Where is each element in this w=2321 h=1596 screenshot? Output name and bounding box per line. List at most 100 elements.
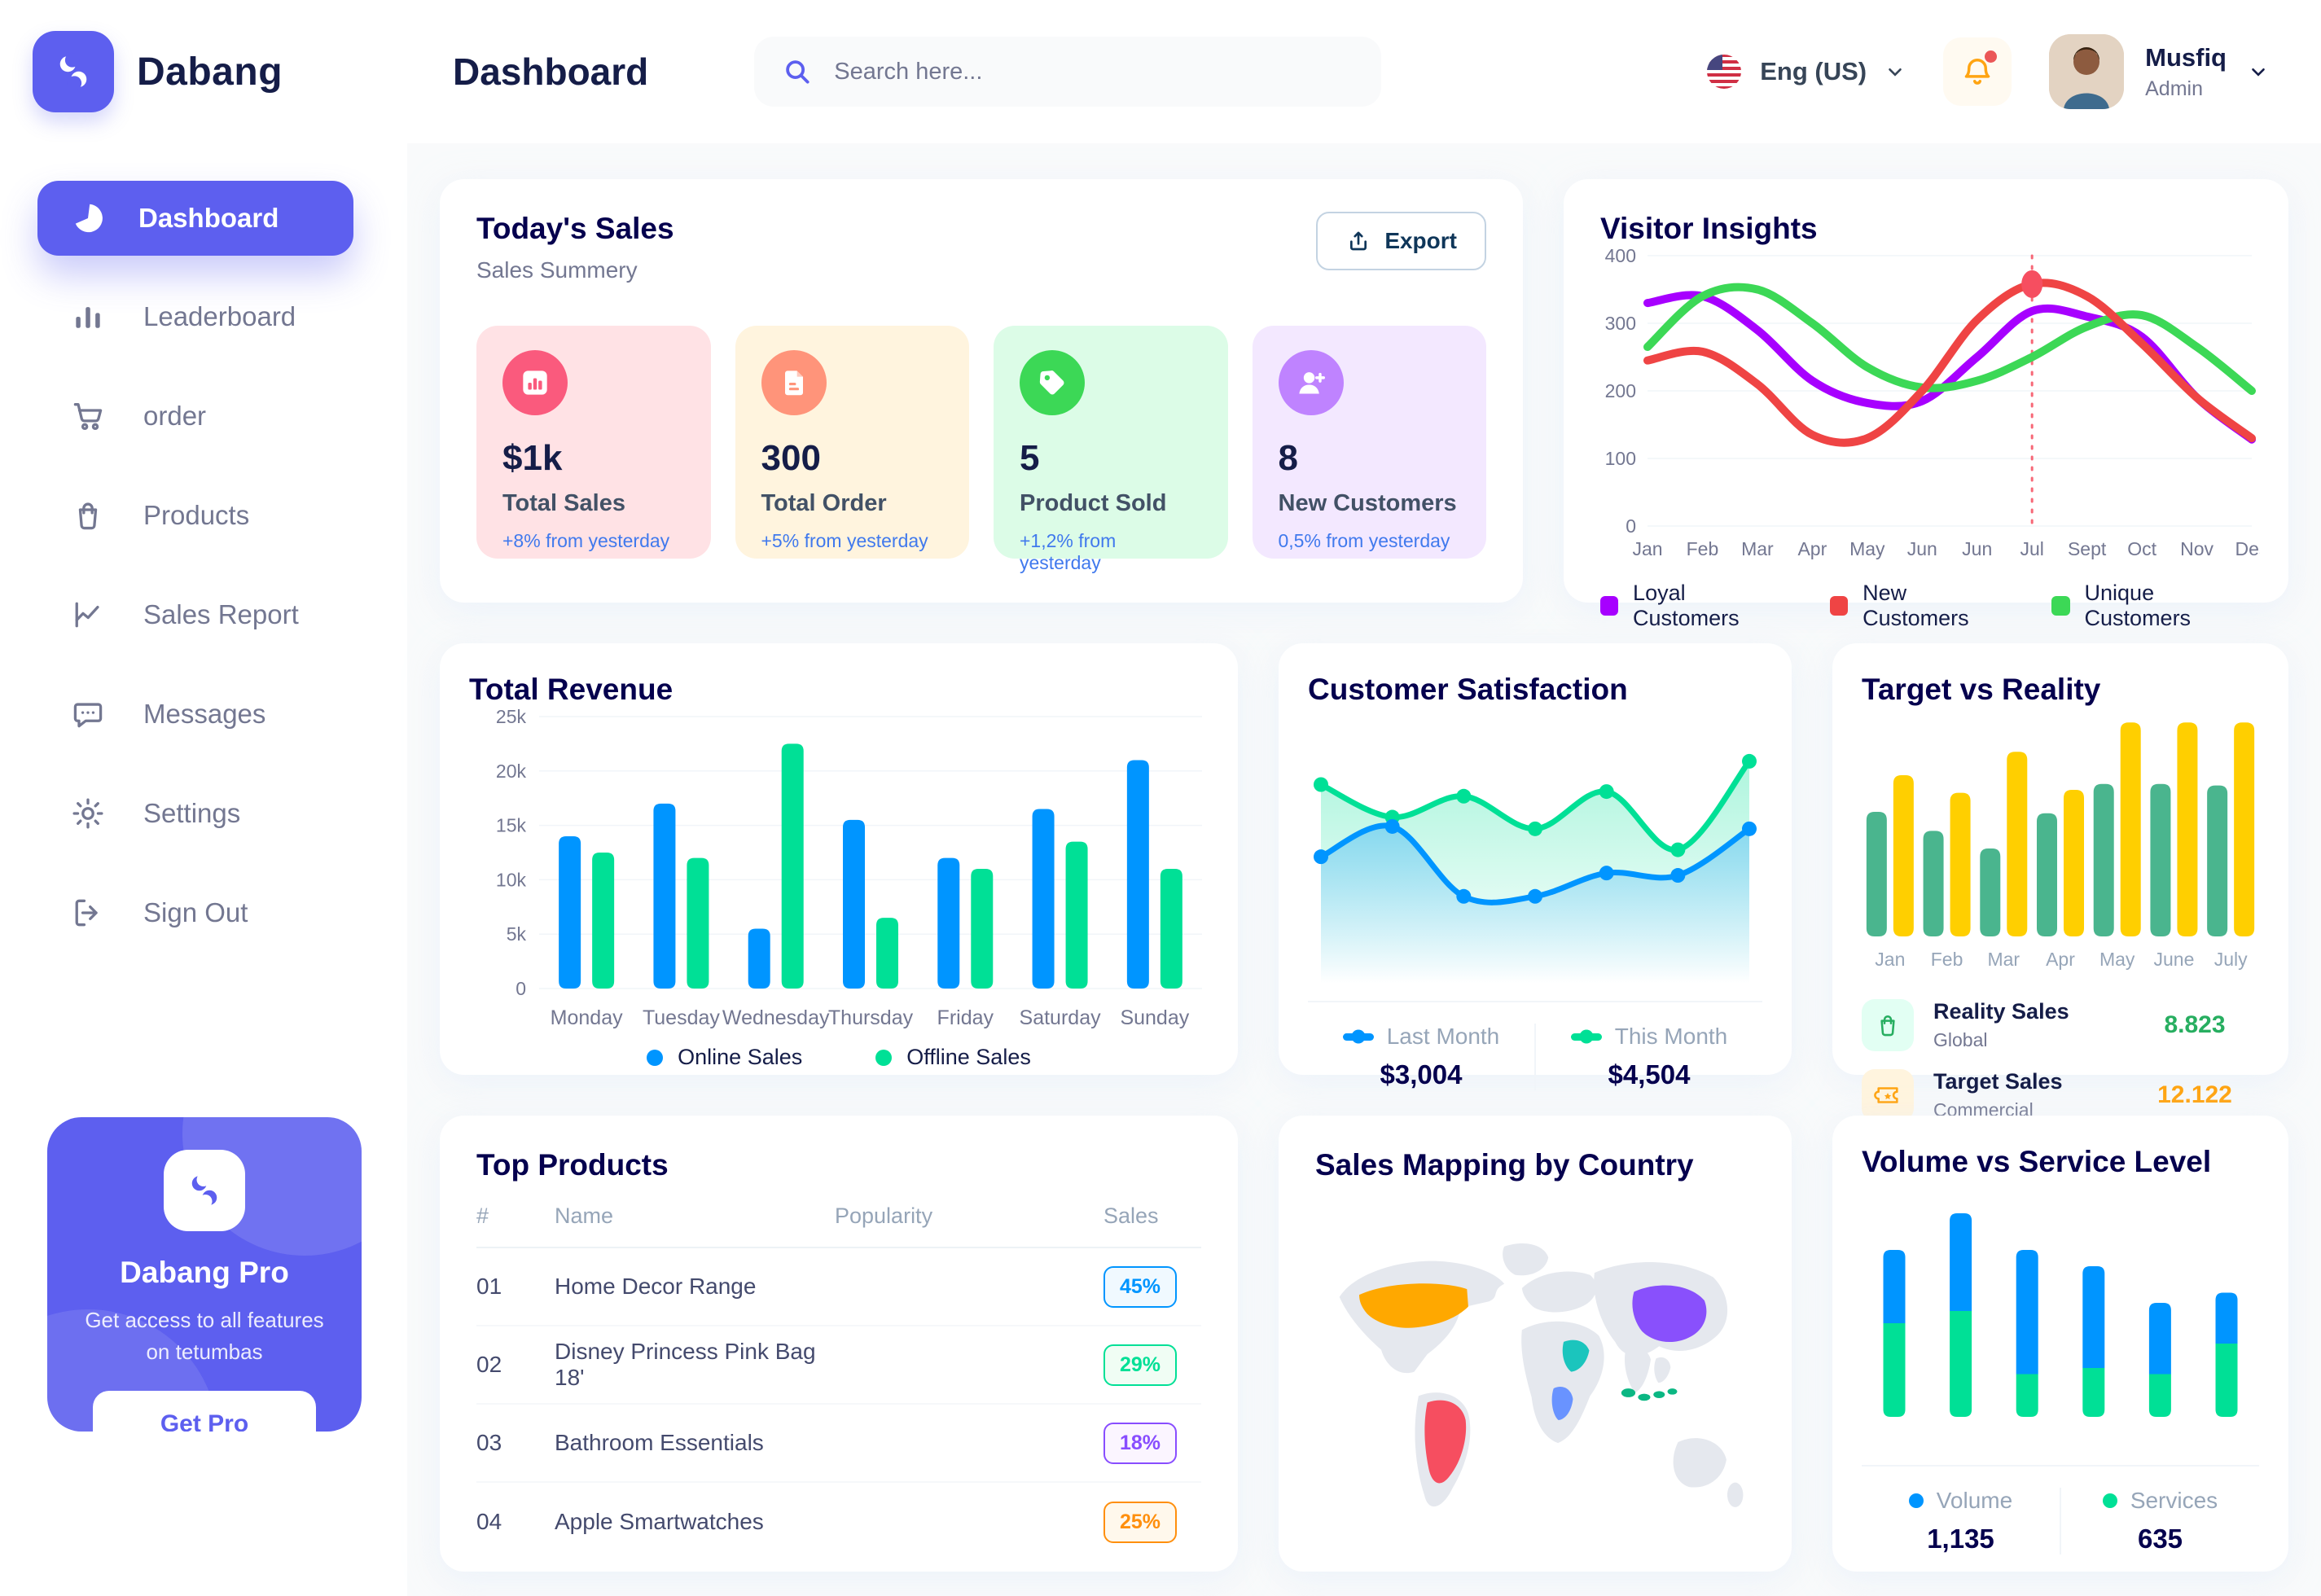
svg-text:Nov: Nov bbox=[2180, 538, 2214, 559]
svg-text:Friday: Friday bbox=[937, 1006, 994, 1029]
total-revenue-card: Total Revenue 0 5k 10k 15k 20k 25k Monday Tuesd… bbox=[440, 643, 1238, 1075]
volume-label: Volume bbox=[1936, 1488, 2013, 1513]
brand-name: Dabang bbox=[137, 50, 283, 94]
top-products-card: Top Products # Name Popularity Sales 01 H… bbox=[440, 1116, 1238, 1572]
product-number: 03 bbox=[476, 1430, 502, 1455]
sales-report-icon bbox=[75, 602, 99, 628]
customer-satisfaction-title: Customer Satisfaction bbox=[1308, 673, 1628, 706]
sidebar-item-sales-report[interactable]: Sales Report bbox=[0, 565, 407, 664]
volume-service-card: Volume vs Service Level Volume 1,135 Ser… bbox=[1832, 1116, 2288, 1572]
row-2: Total Revenue 0 5k 10k 15k 20k 25k Monday Tuesd… bbox=[440, 643, 2288, 1121]
customer-satisfaction-chart bbox=[1308, 715, 1762, 988]
svg-text:July: July bbox=[2214, 949, 2248, 970]
total-revenue-title: Total Revenue bbox=[469, 673, 673, 706]
country-usa[interactable] bbox=[1359, 1283, 1468, 1328]
product-row-03: 03 Bathroom Essentials 18% bbox=[476, 1405, 1201, 1483]
settings-gear-icon bbox=[72, 798, 103, 829]
country-indonesia[interactable] bbox=[1621, 1388, 1678, 1401]
product-row-04: 04 Apple Smartwatches 25% bbox=[476, 1483, 1201, 1561]
search-bar[interactable] bbox=[754, 37, 1382, 107]
sidebar-item-leaderboard[interactable]: Leaderboard bbox=[0, 267, 407, 366]
sidebar-item-order[interactable]: order bbox=[0, 366, 407, 466]
notification-badge bbox=[1985, 50, 1998, 63]
svg-text:Apr: Apr bbox=[2046, 949, 2075, 970]
notifications-button[interactable] bbox=[1943, 37, 2012, 106]
svg-text:Saturday: Saturday bbox=[1020, 1006, 1102, 1029]
bar-chart-icon bbox=[502, 350, 568, 415]
svg-text:5k: 5k bbox=[507, 923, 527, 945]
main-content: Today's Sales Sales Summery Export $1k To… bbox=[407, 143, 2321, 1596]
us-flag-icon bbox=[1707, 55, 1742, 89]
product-name: Home Decor Range bbox=[555, 1274, 757, 1299]
export-icon bbox=[1350, 231, 1367, 251]
page-title: Dashboard bbox=[453, 50, 649, 93]
svg-text:May: May bbox=[1849, 538, 1885, 559]
legend-swatch-icon bbox=[647, 1049, 664, 1066]
svg-text:Sunday: Sunday bbox=[1120, 1006, 1189, 1029]
svg-text:200: 200 bbox=[1605, 380, 1636, 401]
sidebar-item-label: Settings bbox=[143, 798, 241, 828]
user-plus-icon bbox=[1278, 350, 1344, 415]
legend-item-loyal-customers: Loyal Customers bbox=[1600, 581, 1784, 631]
language-selector[interactable]: Eng (US) bbox=[1706, 54, 1906, 90]
order-stat-icon bbox=[784, 370, 803, 396]
country-congo[interactable] bbox=[1551, 1387, 1573, 1420]
sidebar-item-dashboard[interactable]: Dashboard bbox=[37, 181, 353, 256]
get-pro-button[interactable]: Get Pro bbox=[93, 1391, 316, 1432]
stat-cards: $1k Total Sales +8% from yesterday 300 Total… bbox=[476, 326, 1486, 573]
target-vs-reality-title: Target vs Reality bbox=[1862, 673, 2101, 706]
country-china[interactable] bbox=[1632, 1285, 1707, 1343]
legend-swatch-icon bbox=[875, 1049, 893, 1066]
map-land bbox=[1339, 1243, 1744, 1507]
legend-item-online-sales: Online Sales bbox=[647, 1045, 802, 1070]
svg-text:Feb: Feb bbox=[1687, 538, 1719, 559]
country-saudi-arabia[interactable] bbox=[1562, 1340, 1590, 1372]
user-meta: Musfiq Admin bbox=[2145, 43, 2227, 101]
product-name: Disney Princess Pink Bag 18' bbox=[555, 1339, 816, 1390]
sidebar: Dashboard Leaderboard order Products Sales R… bbox=[0, 143, 407, 1596]
stat-value: 300 bbox=[761, 438, 821, 478]
svg-text:15k: 15k bbox=[496, 815, 527, 836]
sidebar-item-sign-out[interactable]: Sign Out bbox=[0, 863, 407, 962]
bell-icon bbox=[1964, 58, 1990, 85]
volume-service-title: Volume vs Service Level bbox=[1862, 1145, 2212, 1178]
sidebar-item-messages[interactable]: Messages bbox=[0, 664, 407, 764]
sidebar-item-settings[interactable]: Settings bbox=[0, 764, 407, 863]
col-sales: Sales bbox=[1103, 1204, 1159, 1228]
product-number: 02 bbox=[476, 1352, 502, 1377]
world-map bbox=[1339, 1243, 1744, 1507]
stat-value: $1k bbox=[502, 438, 563, 478]
svg-text:Mar: Mar bbox=[1987, 949, 2020, 970]
country-brazil[interactable] bbox=[1424, 1400, 1467, 1484]
product-stat-icon bbox=[1039, 370, 1064, 395]
user-name: Musfiq bbox=[2145, 42, 2227, 72]
sidebar-item-label: Messages bbox=[143, 699, 266, 729]
sidebar-item-label: Sales Report bbox=[143, 599, 299, 629]
search-input[interactable] bbox=[832, 57, 1354, 86]
visitor-insights-title: Visitor Insights bbox=[1600, 212, 1818, 245]
todays-sales-subtitle: Sales Summery bbox=[476, 257, 638, 283]
product-name: Bathroom Essentials bbox=[555, 1430, 764, 1455]
stat-value: 5 bbox=[1020, 438, 1040, 478]
product-number: 01 bbox=[476, 1274, 502, 1299]
language-label: Eng (US) bbox=[1760, 57, 1867, 86]
products-bag-icon bbox=[78, 502, 98, 530]
bag-icon bbox=[1880, 1015, 1895, 1037]
volume-service-legend: Volume 1,135 Services 635 bbox=[1862, 1465, 2259, 1554]
sign-out-icon bbox=[75, 899, 98, 927]
user-menu[interactable]: Musfiq Admin bbox=[2049, 34, 2269, 109]
export-button[interactable]: Export bbox=[1316, 212, 1486, 270]
target-sales-icon bbox=[1862, 1069, 1914, 1121]
target-sales-legend-row: Target Sales Commercial 12.122 bbox=[1862, 1069, 2259, 1121]
this-month-label: This Month bbox=[1614, 1024, 1728, 1049]
stat-delta: +5% from yesterday bbox=[761, 530, 928, 551]
legend-swatch-icon bbox=[1830, 596, 1849, 616]
brand-logo[interactable]: Dabang bbox=[33, 31, 407, 112]
svg-text:Jun: Jun bbox=[1907, 538, 1937, 559]
sidebar-item-products[interactable]: Products bbox=[0, 466, 407, 565]
svg-text:Oct: Oct bbox=[2127, 538, 2156, 559]
top-products-header: # Name Popularity Sales bbox=[476, 1204, 1201, 1248]
pro-title: Dabang Pro bbox=[120, 1256, 289, 1289]
sales-stat-icon bbox=[523, 370, 547, 395]
